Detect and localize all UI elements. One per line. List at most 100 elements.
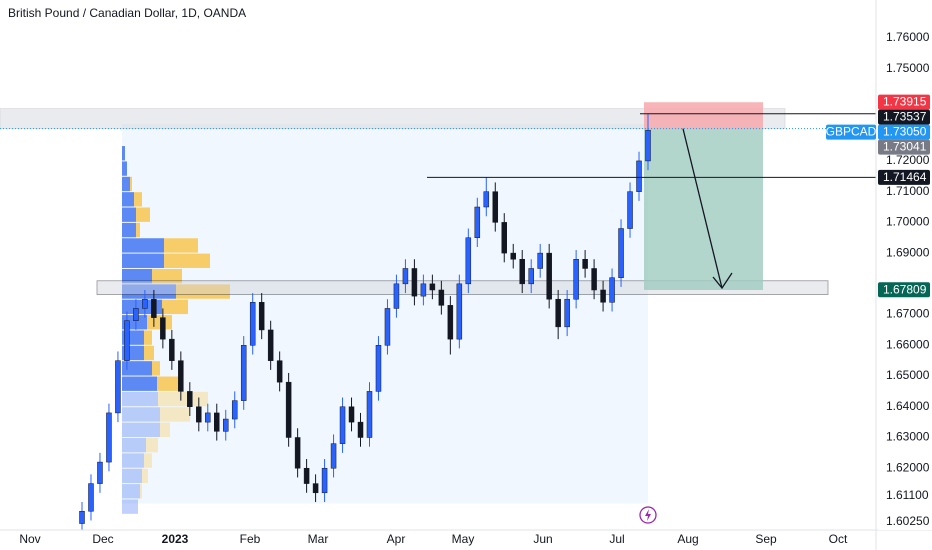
x-tick-label: Aug [677,532,698,546]
candle-body [169,338,175,361]
price-badge [878,282,930,298]
candle-body [609,277,615,303]
candle-body [124,320,130,361]
candle-body [528,268,534,285]
candle-body [79,510,85,524]
candle-body [627,191,633,229]
price-badge-label: 1.71464 [883,170,927,184]
candle-body [160,317,166,340]
x-tick-label: Sep [755,532,777,546]
candle-body [321,467,328,494]
volume-sell [142,468,148,484]
price-badge-label: 1.73537 [883,110,927,124]
volume-sell [152,268,182,284]
candle-body [115,360,121,414]
candle-body [393,283,400,309]
volume-buy [122,192,134,207]
candle-body [267,329,274,361]
candle-body [312,483,319,494]
candle-body [366,391,373,438]
y-tick-label: 1.61100 [886,488,929,502]
price-badge [878,109,930,125]
y-tick-label: 1.70000 [886,215,930,229]
candle-body [501,222,508,254]
volume-buy [122,468,142,484]
y-tick-label: 1.75000 [886,61,930,75]
price-badge [878,94,930,110]
y-tick-label: 1.60250 [886,514,930,528]
candle-body [348,406,355,423]
volume-buy [122,422,160,437]
volume-sell [162,299,188,315]
volume-buy [122,146,125,161]
volume-sell [134,192,142,207]
volume-buy [122,407,160,422]
candle-body [384,308,391,346]
candle-body [276,360,283,383]
candle-body [591,268,597,291]
candle-body [465,237,472,285]
candle-body [600,289,606,303]
y-tick-label: 1.69000 [886,245,930,259]
x-tick-label: Jul [609,532,624,546]
candle-body [402,268,409,285]
volume-buy [122,222,136,238]
y-tick-label: 1.72000 [886,153,930,167]
candle-body [178,360,184,392]
y-tick-label: 1.67000 [886,307,930,321]
x-tick-label: Feb [240,532,261,546]
candle-body [222,418,229,432]
candle-body [474,206,481,238]
price-badge-label: 1.73041 [883,140,927,154]
candle-body [555,298,561,328]
volume-sell [146,437,158,453]
volume-sell [136,222,140,238]
volume-sell [136,207,150,222]
stop-box [644,102,763,129]
candle-body [142,298,148,309]
arrow-head [712,272,733,290]
volume-buy [122,499,138,514]
candle-body [375,345,382,392]
price-badge-label: 1.73050 [883,125,927,139]
price-badge-label: 1.67809 [883,282,927,296]
candle-body [636,160,642,192]
volume-buy [122,437,146,453]
candle-body [573,259,579,300]
price-badge [878,124,930,140]
lightning-icon [639,506,657,524]
x-tick-label: Jun [533,532,552,546]
candle-body [214,412,220,432]
x-tick-label: Apr [387,532,406,546]
price-axis [878,0,932,530]
candle-body [645,129,651,162]
price-badge-label: 1.73915 [883,95,927,109]
x-tick-label: May [452,532,475,546]
candle-body [483,191,490,208]
volume-sell [160,407,190,422]
candle-body [411,268,418,297]
candle-body [294,437,301,469]
candle-body [151,298,157,318]
symbol-badge [826,124,876,140]
volume-buy [122,376,157,391]
candle-body [519,259,525,285]
candle-body [582,259,588,269]
candle-body [510,252,516,260]
candle-body [420,283,427,297]
candle-body [618,228,624,278]
price-badge [878,139,930,155]
volume-buy [122,253,164,268]
volume-buy [122,268,152,284]
candle-body [564,298,570,328]
volume-sell [164,253,210,268]
volume-sell [158,391,208,407]
candle-body [285,381,292,438]
resistance-band [0,108,786,129]
candle-body [447,305,454,340]
candle-body [196,406,202,423]
y-tick-label: 1.65000 [886,368,930,382]
volume-buy [122,453,144,468]
price-badge [878,169,930,185]
volume-sell [144,345,154,361]
